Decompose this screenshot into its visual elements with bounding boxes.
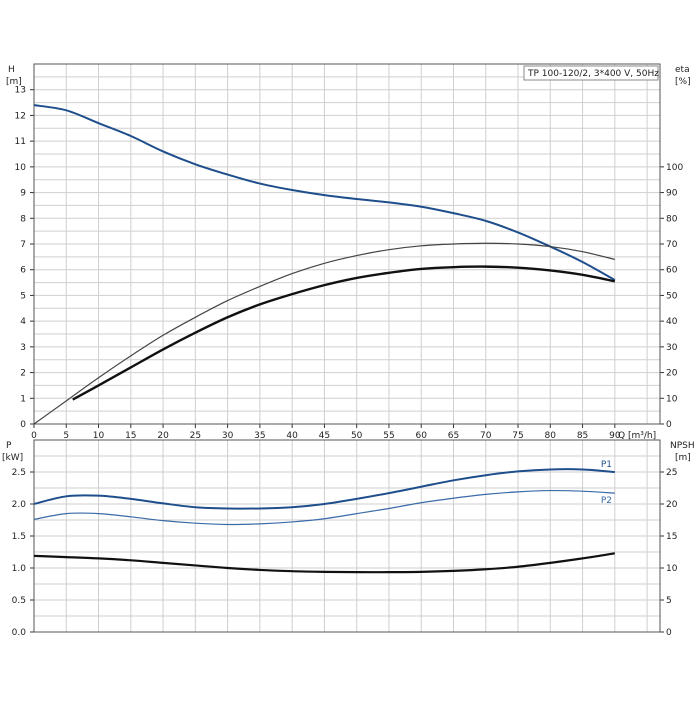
y-tick-label-left: 6 [20, 266, 26, 276]
top-series-0-line [33, 104, 616, 281]
y-tick-label-left: 2.0 [12, 500, 27, 510]
y-tick-label-right: 0 [666, 628, 672, 638]
y-axis-label-right: eta [675, 65, 690, 75]
x-tick-label: 30 [222, 431, 234, 441]
x-tick-label: 85 [577, 431, 588, 441]
x-tick-label: 5 [63, 431, 69, 441]
y-tick-label-right: 5 [666, 596, 672, 606]
x-tick-label: 25 [190, 431, 201, 441]
y-tick-label-left: 2 [20, 369, 26, 379]
x-axis-label: Q [m³/h] [618, 431, 656, 441]
y-tick-label-right: 40 [666, 317, 678, 327]
y-tick-label-right: 10 [666, 564, 678, 574]
chart-title: TP 100-120/2, 3*400 V, 50Hz [527, 69, 659, 79]
y-tick-label-left: 0.5 [12, 596, 26, 606]
y-tick-label-left: 7 [20, 240, 26, 250]
series-label-p1: P1 [601, 460, 612, 470]
y-tick-label-left: 1.0 [12, 564, 27, 574]
y-axis-unit-left: [m] [6, 77, 22, 87]
x-tick-label: 80 [545, 431, 557, 441]
y-tick-label-right: 20 [666, 369, 678, 379]
y-axis-unit-left: [kW] [2, 453, 23, 463]
y-axis-unit-right: [m] [675, 453, 691, 463]
x-tick-label: 60 [415, 431, 427, 441]
x-tick-label: 65 [448, 431, 459, 441]
bottom-series-0-line [33, 468, 615, 510]
y-tick-label-right: 0 [666, 420, 672, 430]
y-tick-label-right: 25 [666, 468, 677, 478]
y-tick-label-right: 60 [666, 266, 678, 276]
y-tick-label-left: 3 [20, 343, 26, 353]
title-box [523, 65, 659, 81]
x-tick-label: 20 [157, 431, 169, 441]
y-tick-label-left: 8 [20, 214, 26, 224]
y-tick-label-left: 10 [15, 163, 27, 173]
top-series-2-line [72, 265, 616, 401]
y-tick-label-left: 5 [20, 291, 26, 301]
x-tick-label: 70 [480, 431, 492, 441]
y-tick-label-left: 13 [15, 86, 26, 96]
y-tick-label-left: 1 [20, 394, 26, 404]
y-tick-label-right: 90 [666, 189, 678, 199]
y-tick-label-right: 100 [666, 163, 683, 173]
y-tick-label-left: 11 [15, 137, 26, 147]
bottom-series-2-line [33, 552, 615, 574]
y-axis-label-left: P [6, 441, 12, 451]
y-tick-label-left: 12 [15, 111, 26, 121]
y-axis-label-right: NPSH [670, 441, 695, 451]
top-series-1-line [33, 242, 615, 425]
bottom-series-1-line [33, 489, 615, 526]
x-tick-label: 55 [383, 431, 394, 441]
x-tick-label: 35 [254, 431, 265, 441]
y-axis-label-left: H [8, 65, 15, 75]
bottom-plot-frame [33, 439, 661, 633]
x-tick-label: 45 [319, 431, 330, 441]
y-tick-label-right: 30 [666, 343, 678, 353]
y-tick-label-right: 70 [666, 240, 678, 250]
y-tick-label-left: 4 [20, 317, 26, 327]
y-axis-unit-right: [%] [675, 77, 691, 87]
x-tick-label: 10 [93, 431, 105, 441]
y-tick-label-right: 50 [666, 291, 678, 301]
y-tick-label-left: 1.5 [12, 532, 26, 542]
y-tick-label-right: 80 [666, 214, 678, 224]
x-tick-label: 15 [125, 431, 136, 441]
top-plot-frame [33, 63, 661, 425]
y-tick-label-left: 0.0 [12, 628, 27, 638]
x-tick-label: 75 [512, 431, 523, 441]
y-tick-label-right: 10 [666, 394, 678, 404]
series-label-p2: P2 [601, 496, 612, 506]
x-tick-label: 50 [351, 431, 363, 441]
y-tick-label-right: 20 [666, 500, 678, 510]
x-tick-label: 0 [31, 431, 37, 441]
y-tick-label-left: 2.5 [12, 468, 26, 478]
y-tick-label-left: 0 [20, 420, 26, 430]
x-tick-label: 40 [286, 431, 298, 441]
y-tick-label-right: 15 [666, 532, 677, 542]
y-tick-label-left: 9 [20, 189, 26, 199]
x-tick-label: 90 [609, 431, 621, 441]
